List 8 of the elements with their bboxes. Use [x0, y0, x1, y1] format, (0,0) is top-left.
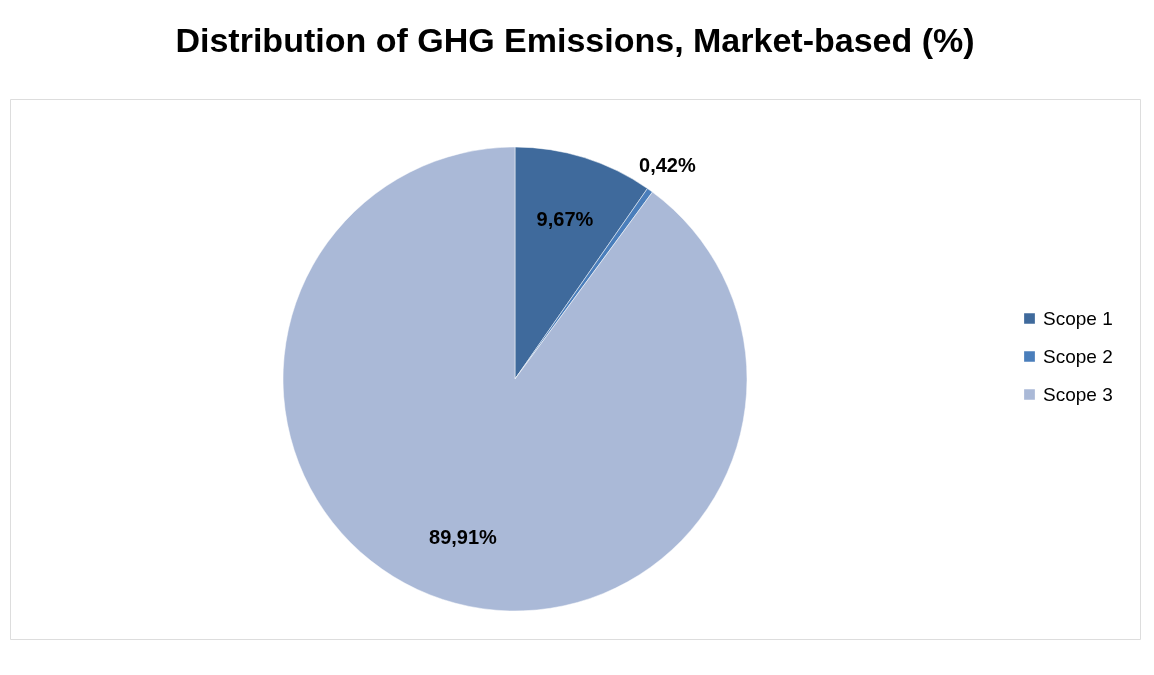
data-label: 89,91%	[429, 525, 498, 548]
legend-label: Scope 2	[1043, 345, 1113, 367]
legend-label: Scope 3	[1043, 383, 1113, 405]
data-label: 9,67%	[536, 207, 594, 230]
pie-slice	[282, 146, 748, 611]
chart-title: Distribution of GHG Emissions, Market-based (%)	[175, 21, 975, 59]
legend-label: Scope 1	[1043, 307, 1113, 329]
data-label: 0,42%	[639, 153, 696, 176]
